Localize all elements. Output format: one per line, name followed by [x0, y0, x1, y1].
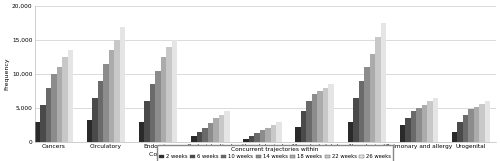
Bar: [260, 130, 265, 142]
Bar: [98, 81, 103, 142]
Bar: [62, 57, 68, 142]
Bar: [213, 118, 218, 142]
Bar: [172, 40, 178, 142]
Bar: [348, 122, 353, 142]
Bar: [400, 125, 405, 142]
Bar: [34, 122, 40, 142]
Bar: [166, 47, 172, 142]
Bar: [452, 132, 458, 142]
Bar: [139, 122, 144, 142]
Bar: [306, 101, 312, 142]
Bar: [150, 84, 156, 142]
Bar: [208, 123, 213, 142]
Bar: [323, 88, 328, 142]
Bar: [120, 27, 125, 142]
Bar: [410, 111, 416, 142]
Bar: [468, 109, 474, 142]
Bar: [432, 98, 438, 142]
Bar: [224, 111, 230, 142]
Bar: [364, 67, 370, 142]
Bar: [375, 37, 380, 142]
Bar: [161, 57, 166, 142]
Bar: [249, 136, 254, 142]
Bar: [416, 108, 422, 142]
Bar: [87, 120, 92, 142]
Bar: [458, 122, 463, 142]
Legend: 2 weeks, 6 weeks, 10 weeks, 14 weeks, 18 weeks, 22 weeks, 26 weeks: 2 weeks, 6 weeks, 10 weeks, 14 weeks, 18…: [157, 145, 393, 161]
Bar: [92, 98, 98, 142]
Bar: [276, 122, 281, 142]
Bar: [312, 95, 318, 142]
Bar: [358, 81, 364, 142]
Bar: [109, 50, 114, 142]
Bar: [485, 101, 490, 142]
Bar: [46, 88, 51, 142]
Bar: [191, 136, 196, 142]
Bar: [463, 115, 468, 142]
Bar: [68, 50, 73, 142]
Bar: [380, 23, 386, 142]
Bar: [318, 91, 323, 142]
Bar: [301, 111, 306, 142]
Bar: [51, 74, 57, 142]
Bar: [56, 67, 62, 142]
Bar: [104, 64, 109, 142]
Bar: [370, 54, 375, 142]
Bar: [244, 139, 249, 142]
Bar: [422, 105, 427, 142]
Bar: [40, 105, 46, 142]
Bar: [328, 84, 334, 142]
Bar: [270, 125, 276, 142]
Bar: [144, 101, 150, 142]
Bar: [480, 104, 485, 142]
Bar: [254, 133, 260, 142]
Bar: [114, 40, 120, 142]
Bar: [218, 115, 224, 142]
Bar: [196, 132, 202, 142]
Y-axis label: Frequency: Frequency: [4, 58, 9, 90]
Bar: [156, 71, 161, 142]
Bar: [353, 98, 358, 142]
Bar: [296, 127, 301, 142]
Bar: [474, 107, 480, 142]
Bar: [265, 128, 270, 142]
Bar: [427, 101, 432, 142]
Bar: [405, 118, 410, 142]
Bar: [202, 128, 207, 142]
X-axis label: Concurrent trajectories in outpatient clinics by disease system categories: Concurrent trajectories in outpatient cl…: [149, 152, 382, 157]
